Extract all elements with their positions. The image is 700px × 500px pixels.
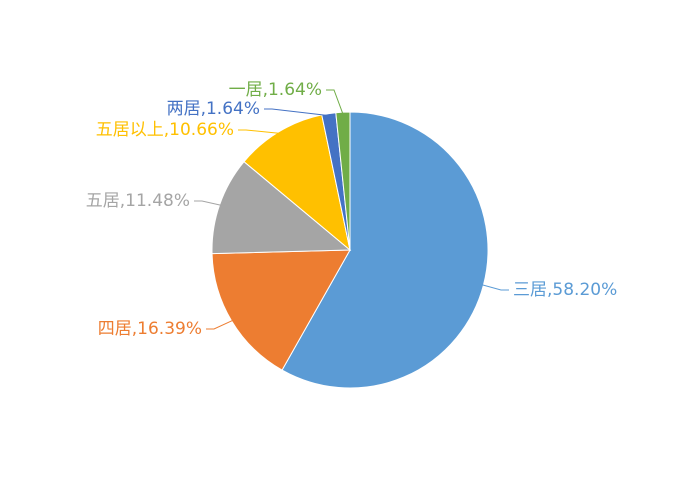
leader-line — [238, 129, 281, 134]
leader-line — [326, 89, 344, 115]
pie-slice — [335, 111, 351, 251]
data-label: 四居,16.39% — [98, 319, 202, 339]
data-label: 一居,1.64% — [229, 80, 322, 100]
leader-line — [206, 319, 234, 330]
data-label: 三居,58.20% — [513, 280, 617, 300]
leader-line — [481, 284, 509, 291]
pie-slice — [243, 114, 351, 252]
leader-line — [194, 200, 222, 206]
data-label: 五居,11.48% — [86, 191, 190, 211]
leader-line — [264, 108, 330, 117]
data-label: 两居,1.64% — [167, 99, 260, 119]
data-label: 五居以上,10.66% — [96, 120, 234, 140]
